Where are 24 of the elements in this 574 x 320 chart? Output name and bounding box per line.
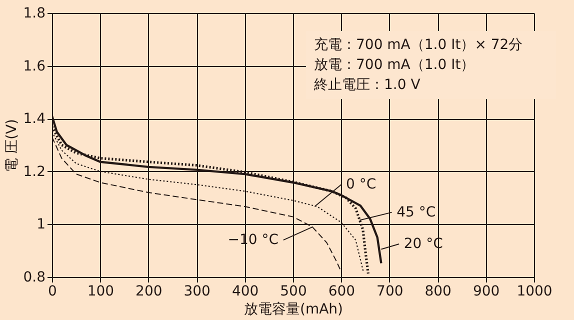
x-axis-title: 放電容量(mAh) xyxy=(244,302,344,318)
y-tick-label: 1.2 xyxy=(23,164,46,180)
x-tick-label: 600 xyxy=(328,284,356,300)
x-tick-label: 500 xyxy=(280,284,307,300)
x-tick-label: 700 xyxy=(376,284,404,300)
annotation: 充電：700 mA（1.0 It）× 72分 xyxy=(314,37,523,53)
x-tick-label: 200 xyxy=(136,284,162,300)
y-tick-label: 1.8 xyxy=(23,6,46,22)
y-tick-label: 0.8 xyxy=(23,270,46,286)
x-tick-label: 1000 xyxy=(516,284,552,300)
y-tick-label: 1 xyxy=(36,216,46,233)
y-axis-title: 電 圧(V) xyxy=(4,119,20,172)
y-tick-label: 1.6 xyxy=(23,58,46,74)
x-tick-label: 0 xyxy=(48,284,57,300)
x-tick-label: 100 xyxy=(87,284,114,300)
annotation: 終止電圧：1.0 V xyxy=(313,77,421,93)
annotation: 0 °C xyxy=(346,176,376,193)
annotation: 放電：700 mA（1.0 It） xyxy=(314,57,475,73)
x-tick-label: 800 xyxy=(424,284,452,300)
x-tick-label: 400 xyxy=(232,284,259,300)
x-tick-label: 300 xyxy=(184,284,210,300)
y-tick-label: 1.4 xyxy=(23,111,46,128)
x-tick-label: 900 xyxy=(472,284,500,300)
annotation: 45 °C xyxy=(396,204,436,220)
